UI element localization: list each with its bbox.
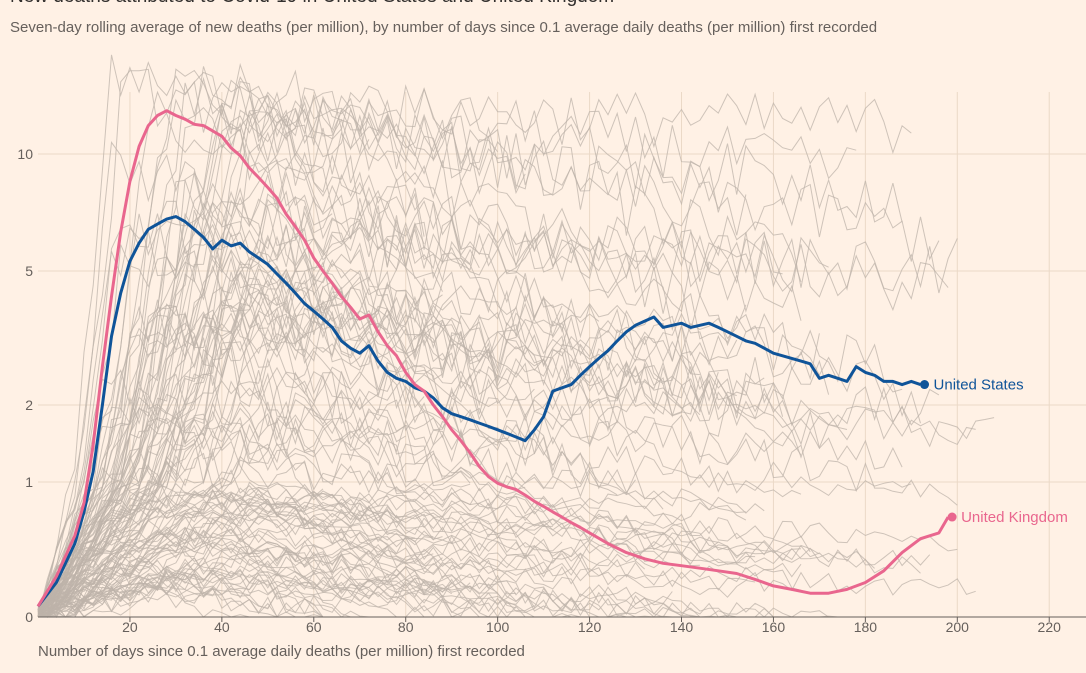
background-country-line xyxy=(37,321,489,618)
background-country-line xyxy=(37,76,747,618)
x-tick-label: 220 xyxy=(1038,619,1062,635)
background-country-line xyxy=(37,453,563,611)
background-country-line xyxy=(38,337,756,618)
highlight-series xyxy=(36,109,950,608)
y-tick-label: 0 xyxy=(25,609,33,625)
background-country-line xyxy=(37,212,829,618)
background-country-line xyxy=(37,303,830,611)
x-tick-label: 180 xyxy=(854,619,878,635)
series-line-united-kingdom xyxy=(36,109,950,608)
background-country-line xyxy=(37,94,802,618)
series-labels: United States United Kingdom xyxy=(920,377,1068,526)
x-tick-label: 140 xyxy=(670,619,694,635)
background-country-line xyxy=(37,417,443,618)
background-country-line xyxy=(37,373,618,618)
background-country-line xyxy=(37,416,636,618)
background-country-line xyxy=(37,84,912,618)
background-country-line xyxy=(37,407,471,610)
series-label-united-kingdom: United Kingdom xyxy=(961,509,1068,526)
background-country-line xyxy=(38,540,756,618)
background-country-line xyxy=(37,94,820,618)
background-country-line xyxy=(37,573,498,618)
background-country-line xyxy=(37,542,452,618)
axes: 20 40 60 80 100 120 140 160 180 200 220 0 1 2 5 10 xyxy=(17,146,1086,635)
background-country-line xyxy=(37,483,664,611)
background-country-line xyxy=(37,512,554,617)
background-country-lines xyxy=(37,54,995,619)
background-country-line xyxy=(37,229,443,618)
background-country-line xyxy=(37,408,563,618)
background-country-line xyxy=(37,497,425,612)
background-country-line xyxy=(37,322,498,610)
background-country-line xyxy=(37,179,526,618)
x-tick-label: 40 xyxy=(214,619,230,635)
x-tick-label: 60 xyxy=(306,619,322,635)
background-country-line xyxy=(37,412,471,618)
background-country-line xyxy=(37,396,875,618)
y-tick-label: 5 xyxy=(25,263,33,279)
background-country-line xyxy=(37,289,995,618)
background-country-line xyxy=(37,54,498,618)
background-country-line xyxy=(37,414,700,618)
y-tick-label: 2 xyxy=(25,397,33,413)
background-country-line xyxy=(37,62,857,618)
background-country-line xyxy=(37,309,784,618)
x-axis-label: Number of days since 0.1 average daily d… xyxy=(38,643,525,660)
background-country-line xyxy=(38,580,884,618)
x-tick-label: 20 xyxy=(122,619,138,635)
series-line-united-states xyxy=(36,215,921,608)
background-country-line xyxy=(37,559,535,618)
chart-subtitle: Seven-day rolling average of new deaths … xyxy=(10,19,878,36)
background-country-line xyxy=(37,68,921,610)
background-country-line xyxy=(37,341,406,617)
y-tick-label: 1 xyxy=(25,474,33,490)
series-label-united-states: United States xyxy=(934,377,1024,394)
background-country-line xyxy=(37,473,747,618)
background-country-line xyxy=(37,190,352,618)
background-country-line xyxy=(37,271,535,618)
background-country-line xyxy=(37,393,903,618)
background-country-line xyxy=(37,76,903,618)
background-country-line xyxy=(37,196,802,618)
x-tick-label: 160 xyxy=(762,619,786,635)
x-tick-label: 100 xyxy=(486,619,510,635)
series-end-marker-united-kingdom xyxy=(947,512,957,522)
background-country-line xyxy=(37,90,370,612)
chart-title: New deaths attributed to Covid-19 in Uni… xyxy=(10,0,614,8)
background-country-line xyxy=(38,574,388,618)
background-country-line xyxy=(37,201,958,609)
background-country-line xyxy=(37,102,848,618)
background-country-line xyxy=(37,263,958,618)
background-country-line xyxy=(37,448,618,618)
y-tick-label: 10 xyxy=(17,146,33,162)
series-end-marker-united-states xyxy=(920,380,930,390)
background-country-line xyxy=(37,505,673,619)
x-tick-label: 120 xyxy=(578,619,602,635)
background-country-line xyxy=(37,540,802,618)
x-tick-label: 200 xyxy=(946,619,970,635)
background-country-line xyxy=(37,545,434,618)
background-country-line xyxy=(37,171,333,613)
background-country-line xyxy=(37,481,719,618)
background-country-line xyxy=(37,253,802,613)
x-tick-label: 80 xyxy=(398,619,414,635)
